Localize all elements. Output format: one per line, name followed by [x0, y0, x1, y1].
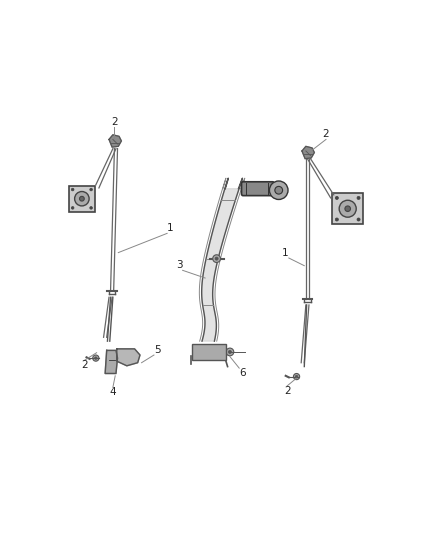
Circle shape	[71, 188, 74, 191]
Text: 2: 2	[284, 386, 290, 396]
Text: 4: 4	[110, 387, 116, 398]
FancyBboxPatch shape	[241, 182, 274, 196]
Circle shape	[345, 206, 350, 212]
Text: 2: 2	[111, 117, 118, 127]
Circle shape	[295, 375, 298, 378]
Text: 2: 2	[81, 360, 88, 370]
Circle shape	[95, 357, 97, 359]
Circle shape	[226, 348, 234, 356]
Circle shape	[336, 196, 339, 199]
Polygon shape	[332, 193, 363, 224]
Circle shape	[357, 218, 360, 221]
Polygon shape	[302, 147, 314, 159]
Polygon shape	[109, 135, 121, 147]
Circle shape	[213, 255, 220, 262]
Text: 1: 1	[167, 223, 174, 233]
Circle shape	[275, 187, 283, 194]
Circle shape	[90, 188, 92, 191]
Circle shape	[293, 374, 300, 379]
Text: 2: 2	[323, 130, 329, 140]
Polygon shape	[117, 349, 140, 366]
Circle shape	[336, 218, 339, 221]
Circle shape	[93, 355, 99, 361]
Polygon shape	[105, 350, 117, 374]
Circle shape	[90, 207, 92, 209]
Circle shape	[228, 350, 231, 353]
Circle shape	[80, 196, 84, 201]
Text: 6: 6	[239, 368, 246, 378]
FancyBboxPatch shape	[192, 344, 226, 360]
Circle shape	[71, 207, 74, 209]
Polygon shape	[69, 185, 95, 212]
Circle shape	[215, 257, 218, 260]
Text: 3: 3	[176, 260, 183, 270]
Circle shape	[339, 200, 356, 217]
Circle shape	[357, 196, 360, 199]
Circle shape	[269, 181, 288, 199]
Text: 1: 1	[282, 248, 289, 258]
Circle shape	[74, 191, 89, 206]
Text: 5: 5	[154, 345, 161, 355]
Polygon shape	[201, 178, 243, 341]
